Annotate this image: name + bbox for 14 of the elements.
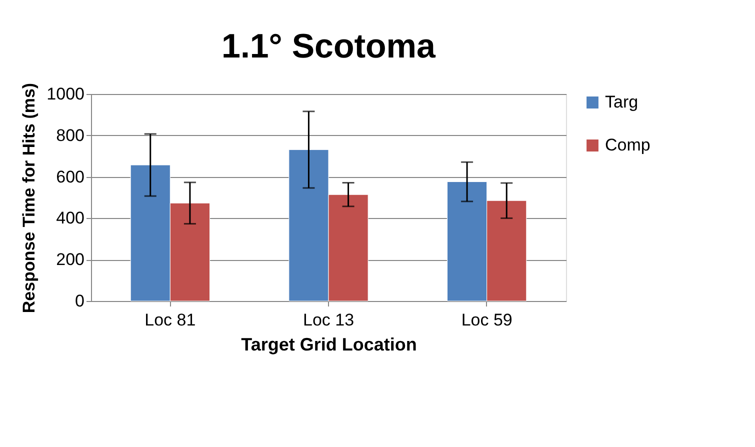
x-tick-label: Loc 13 [302, 310, 354, 330]
y-tick-label: 200 [56, 250, 84, 270]
chart-title: 1.1° Scotoma [222, 27, 437, 66]
y-tick-label: 1000 [46, 84, 84, 104]
y-tick-label: 400 [56, 208, 84, 228]
y-axis-title: Response Time for Hits (ms) [20, 82, 39, 314]
x-tick-label: Loc 59 [461, 310, 512, 330]
legend-label: Targ [605, 92, 638, 112]
x-axis-title: Target Grid Location [241, 334, 417, 354]
y-tick-label: 600 [56, 167, 84, 186]
legend-label: Comp [605, 136, 650, 154]
y-tick-label: 800 [56, 126, 84, 145]
x-tick-label: Loc 81 [144, 310, 196, 330]
y-tick-label: 0 [75, 292, 84, 310]
